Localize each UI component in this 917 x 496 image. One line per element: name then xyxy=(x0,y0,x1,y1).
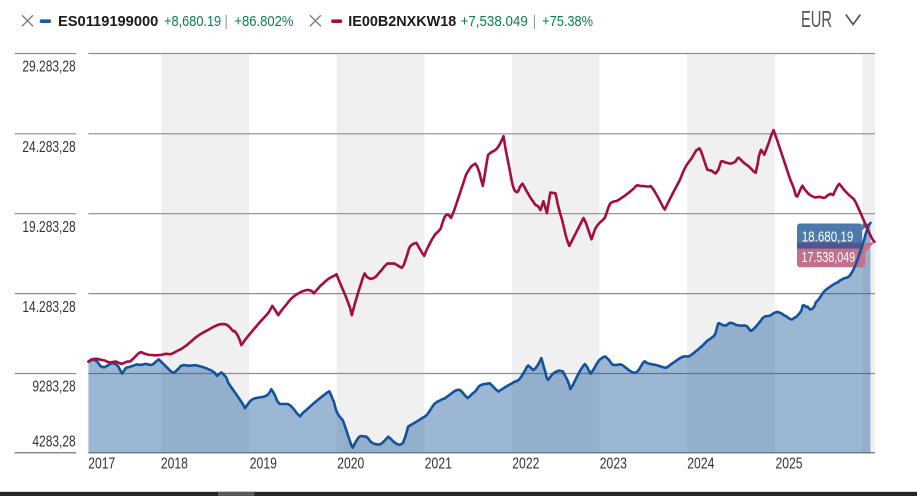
svg-text:24.283,28: 24.283,28 xyxy=(22,137,75,155)
svg-text:2021: 2021 xyxy=(425,455,452,473)
svg-text:19.283,28: 19.283,28 xyxy=(22,217,75,235)
svg-text:|: | xyxy=(533,12,536,29)
svg-text:2025: 2025 xyxy=(776,455,803,473)
svg-text:+75.38%: +75.38% xyxy=(542,12,593,29)
svg-text:+8,680.19: +8,680.19 xyxy=(164,12,221,29)
svg-text:2022: 2022 xyxy=(512,455,539,473)
svg-text:2018: 2018 xyxy=(161,455,188,473)
svg-text:2019: 2019 xyxy=(250,455,277,473)
svg-text:2017: 2017 xyxy=(88,455,115,473)
svg-text:+86.802%: +86.802% xyxy=(234,12,293,29)
svg-text:2024: 2024 xyxy=(687,455,714,473)
svg-text:14.283,28: 14.283,28 xyxy=(22,297,75,315)
svg-text:ES0119199000: ES0119199000 xyxy=(58,14,158,30)
svg-text:2023: 2023 xyxy=(600,455,627,473)
svg-text:17.538,049: 17.538,049 xyxy=(802,248,856,265)
svg-text:|: | xyxy=(225,12,228,29)
svg-text:4283,28: 4283,28 xyxy=(32,432,75,450)
svg-text:9283,28: 9283,28 xyxy=(32,377,75,395)
svg-text:29.283,28: 29.283,28 xyxy=(22,57,75,75)
svg-text:IE00B2NXKW18: IE00B2NXKW18 xyxy=(348,14,456,30)
svg-text:2020: 2020 xyxy=(337,455,364,473)
svg-text:18.680,19: 18.680,19 xyxy=(802,228,854,245)
svg-text:EUR: EUR xyxy=(801,8,832,33)
svg-text:+7,538.049: +7,538.049 xyxy=(461,13,528,30)
